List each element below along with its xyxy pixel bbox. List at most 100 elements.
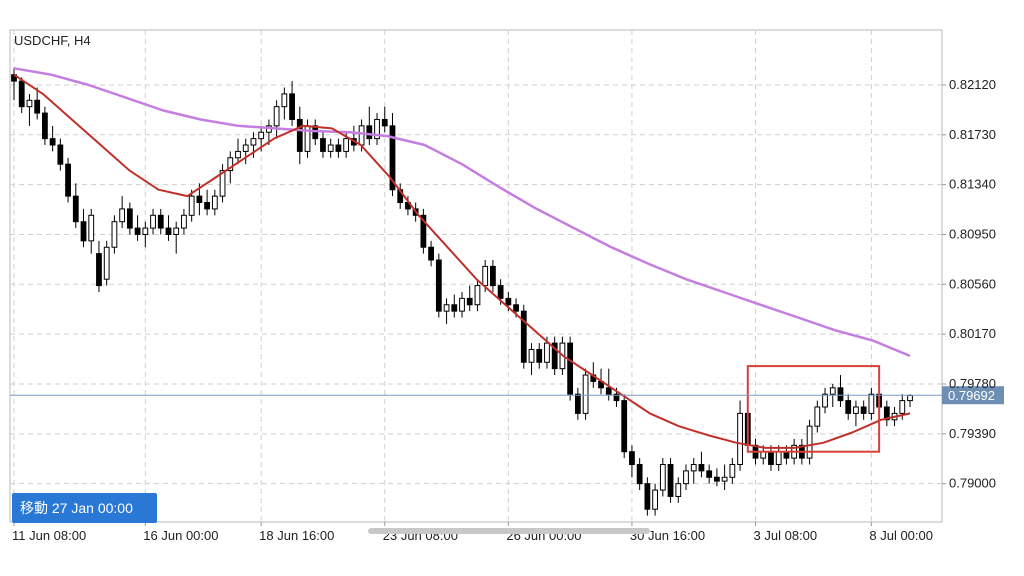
candle-body-up xyxy=(659,463,666,491)
candle xyxy=(714,468,720,487)
candle-body-up xyxy=(343,138,350,152)
candle xyxy=(520,304,527,369)
candle-body-down xyxy=(860,406,867,414)
candle xyxy=(551,336,558,376)
candle xyxy=(629,445,635,478)
candle xyxy=(536,343,543,369)
y-tick-label: 0.79000 xyxy=(949,476,996,491)
candle-body-down xyxy=(706,470,713,478)
candle-body-up xyxy=(814,406,821,427)
candle xyxy=(443,298,450,324)
candle xyxy=(219,164,226,203)
candle-body-up xyxy=(374,118,380,140)
x-tick-label: 11 Jun 08:00 xyxy=(12,528,86,543)
candle-body-down xyxy=(621,400,628,453)
candle-body-up xyxy=(582,374,589,414)
candle-body-up xyxy=(806,425,813,459)
scrollbar-thumb[interactable] xyxy=(368,528,650,534)
candle xyxy=(683,464,689,491)
candle-body-up xyxy=(652,489,658,510)
candle-body-up xyxy=(258,131,265,140)
candle xyxy=(659,458,666,497)
candle xyxy=(327,138,334,158)
candle-body-up xyxy=(829,387,836,395)
candle-body-down xyxy=(65,163,71,197)
candle-body-down xyxy=(80,221,87,242)
candle-body-up xyxy=(544,342,550,363)
candle xyxy=(111,215,118,254)
y-tick-label: 0.79390 xyxy=(949,426,996,441)
candle-body-up xyxy=(899,400,906,414)
candle xyxy=(165,215,172,241)
candle-body-down xyxy=(636,463,643,485)
candle-body-up xyxy=(142,227,149,235)
candle-body-up xyxy=(907,394,913,402)
candle xyxy=(837,375,844,407)
candle-body-up xyxy=(111,221,118,248)
candle-body-down xyxy=(536,348,543,363)
candle xyxy=(451,294,458,318)
candle xyxy=(18,77,25,114)
candle xyxy=(211,189,218,216)
candle-body-up xyxy=(721,476,728,482)
candle xyxy=(366,106,373,146)
candle-body-up xyxy=(242,144,249,152)
y-tick-label: 0.79780 xyxy=(949,376,996,391)
candle xyxy=(621,394,628,459)
candle-body-down xyxy=(366,125,373,140)
candle-body-up xyxy=(219,170,226,197)
candle xyxy=(675,477,682,503)
candle xyxy=(868,387,875,420)
candle xyxy=(420,208,427,254)
moving-averages xyxy=(13,67,911,449)
candle xyxy=(49,125,56,152)
candle-body-down xyxy=(768,451,774,465)
candle-body-up xyxy=(103,246,110,280)
candle-body-down xyxy=(428,246,434,261)
candle-body-down xyxy=(420,214,427,248)
candle-body-down xyxy=(96,253,102,287)
goto-date-box[interactable]: 移動 27 Jan 00:00 xyxy=(12,493,157,523)
candle-body-up xyxy=(235,150,241,159)
candle xyxy=(806,419,813,465)
ma-slow-line xyxy=(13,67,911,358)
symbol-label: USDCHF, H4 xyxy=(14,33,91,48)
candle-body-up xyxy=(775,451,782,465)
candle-body-up xyxy=(528,348,535,363)
candle xyxy=(119,196,126,229)
candle-body-up xyxy=(211,195,218,210)
candle xyxy=(42,106,48,146)
candle-body-down xyxy=(134,227,141,235)
ma-fast-line xyxy=(13,73,911,449)
candle xyxy=(235,138,241,165)
candle-body-up xyxy=(853,406,859,414)
candle xyxy=(690,458,697,484)
candle-body-down xyxy=(165,227,172,235)
candle-body-down xyxy=(72,195,79,223)
candle-body-down xyxy=(34,99,41,114)
candle-body-down xyxy=(698,463,705,472)
candle-body-up xyxy=(729,463,736,478)
candle-body-down xyxy=(289,93,295,120)
y-tick-label: 0.80560 xyxy=(949,276,996,291)
candle-body-up xyxy=(737,412,743,465)
candle xyxy=(80,208,87,248)
candle-body-up xyxy=(273,106,280,127)
candle-body-down xyxy=(466,297,473,306)
y-tick-label: 0.81340 xyxy=(949,177,996,192)
candle xyxy=(126,202,133,235)
candle-body-down xyxy=(613,393,620,402)
x-tick-label: 3 Jul 08:00 xyxy=(754,528,818,543)
candle-body-down xyxy=(204,202,210,210)
candle-body-down xyxy=(490,265,496,287)
candle-body-up xyxy=(327,144,334,152)
candle xyxy=(273,100,280,139)
candle-body-down xyxy=(451,304,458,312)
candle-body-down xyxy=(126,208,133,229)
candle xyxy=(242,138,249,165)
candle xyxy=(567,336,574,401)
candle-body-up xyxy=(474,285,481,306)
y-tick-label: 0.81730 xyxy=(949,127,996,142)
candle xyxy=(721,464,728,491)
